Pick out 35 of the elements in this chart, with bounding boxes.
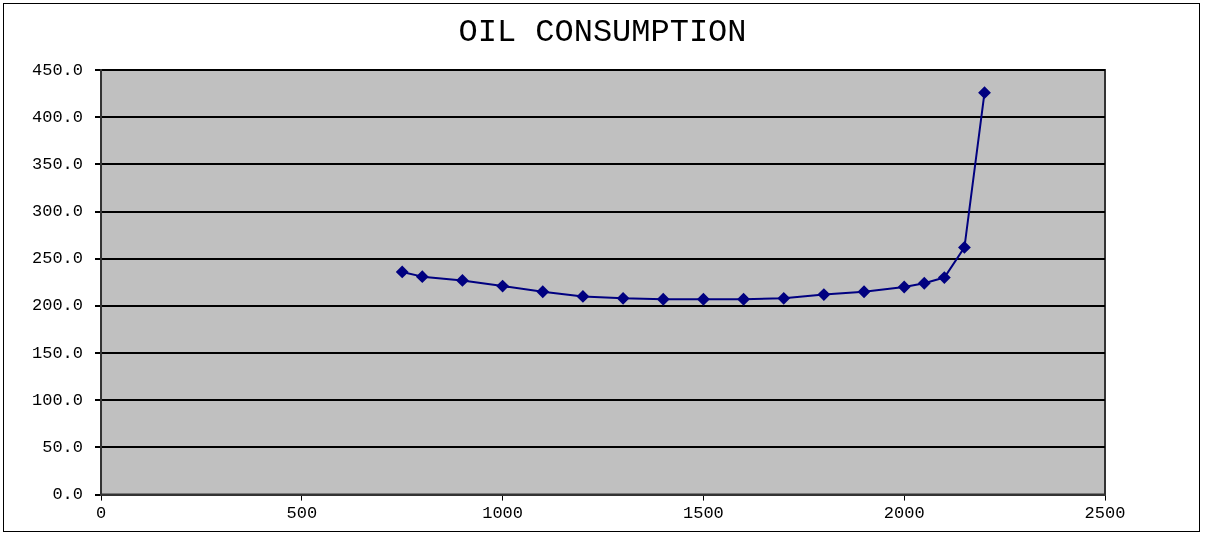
point — [958, 241, 971, 254]
point — [697, 293, 710, 306]
x-tick-label: 2500 — [1084, 504, 1126, 524]
point — [918, 277, 931, 290]
y-tick-label: 250.0 — [31, 249, 84, 269]
x-tick-label: 1500 — [683, 504, 724, 524]
point — [396, 265, 409, 278]
x-tick-label: 500 — [286, 504, 318, 524]
point — [938, 271, 951, 284]
y-tick-label: 200.0 — [31, 296, 84, 316]
y-tick-label: 150.0 — [31, 343, 84, 363]
point — [536, 285, 549, 298]
y-tick-label: 50.0 — [42, 437, 84, 457]
point — [416, 270, 429, 283]
point — [817, 288, 830, 301]
point — [777, 292, 790, 305]
y-tick-label: 450.0 — [31, 60, 84, 80]
point — [737, 293, 750, 306]
chart-title: OIL CONSUMPTION — [457, 14, 748, 51]
point — [617, 292, 630, 305]
y-tick-label: 300.0 — [31, 202, 84, 222]
x-tick-label: 0 — [95, 504, 107, 524]
point — [978, 86, 991, 99]
y-tick-label: 350.0 — [31, 154, 84, 174]
point — [858, 285, 871, 298]
point — [657, 293, 670, 306]
x-tick-label: 2000 — [883, 504, 925, 524]
point — [496, 280, 509, 293]
point — [898, 281, 911, 294]
point — [576, 290, 589, 303]
y-tick-label: 0.0 — [52, 485, 84, 505]
y-tick-label: 400.0 — [31, 107, 84, 127]
x-tick-label: 1000 — [482, 504, 524, 524]
point — [456, 274, 469, 287]
y-tick-label: 100.0 — [31, 390, 84, 410]
